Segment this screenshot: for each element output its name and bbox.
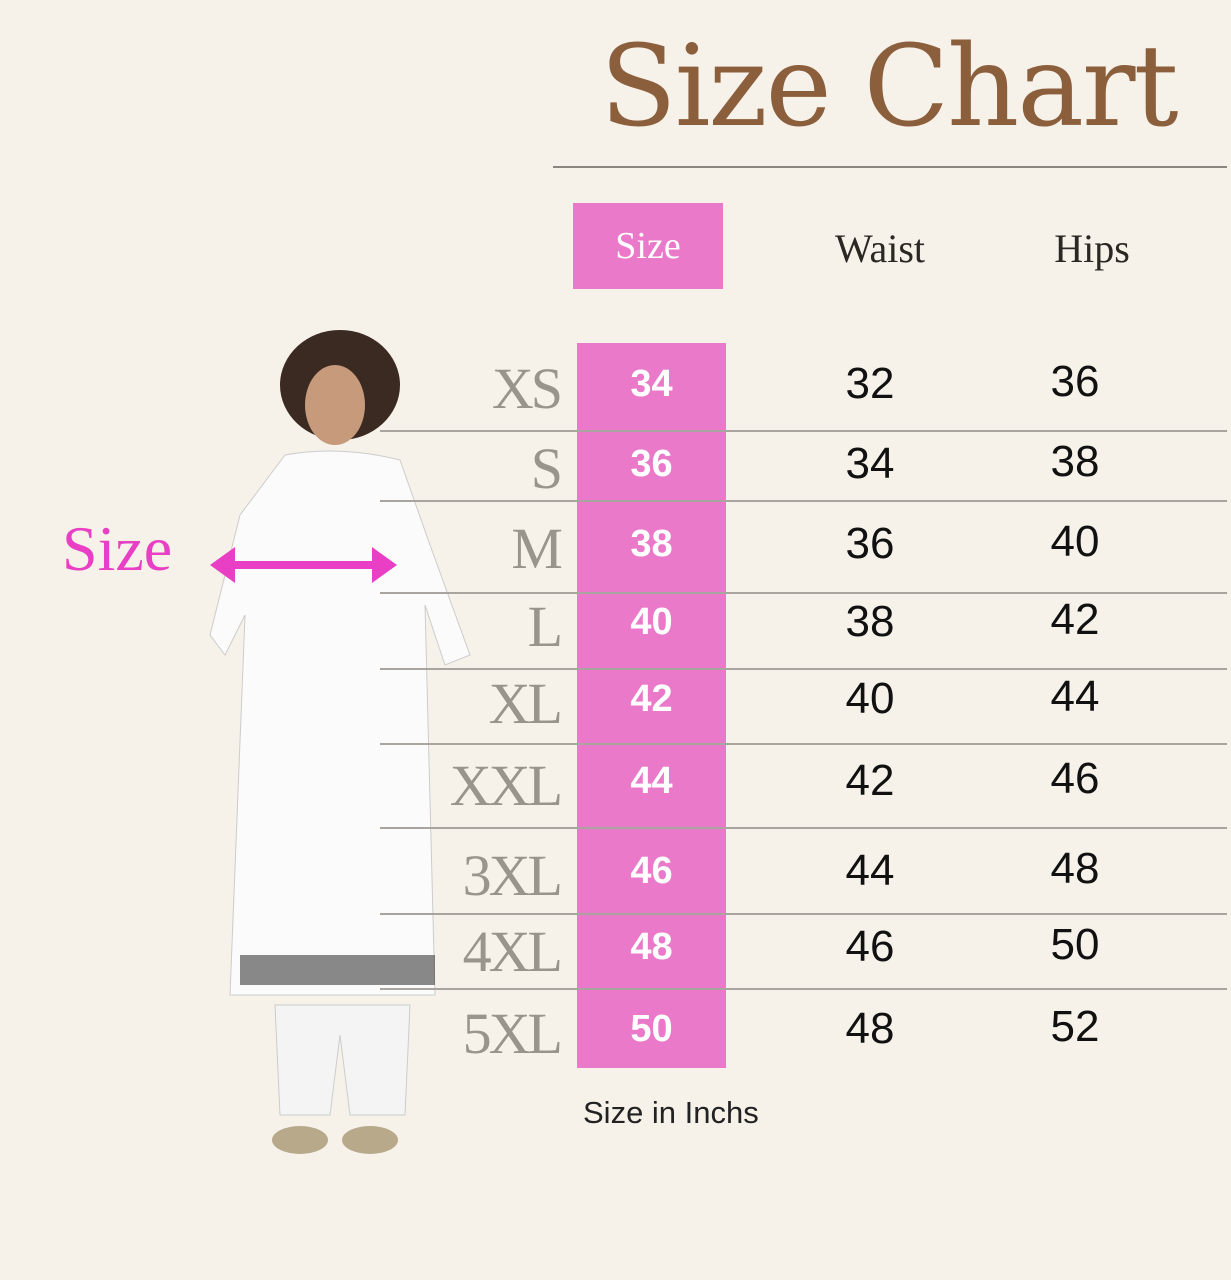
bust-size: 44 [630,760,673,802]
row-divider [380,430,1227,432]
bust-size: 34 [630,363,673,405]
header-hips: Hips [1054,226,1130,271]
row-divider [380,668,1227,670]
waist-value: 42 [845,756,895,805]
size-label: XL [488,671,563,736]
size-arrow-icon [210,547,397,583]
size-label: 3XL [462,843,563,908]
waist-value: 46 [845,922,895,971]
model-photo [209,330,471,1154]
size-label: L [527,594,563,659]
row-divider [380,988,1227,990]
bust-size: 46 [630,850,673,892]
row-divider [380,500,1227,502]
bust-size: 48 [630,926,673,968]
hips-value: 50 [1050,920,1100,969]
size-label: 5XL [462,1001,563,1066]
hips-value: 36 [1050,357,1100,406]
bust-size: 42 [630,678,673,720]
waist-value: 48 [845,1004,895,1053]
bust-size: 40 [630,601,673,643]
row-divider [380,913,1227,915]
hips-value: 48 [1050,844,1100,893]
size-label: 4XL [462,919,563,984]
row-divider [380,592,1227,594]
header-waist: Waist [834,226,926,271]
row-divider [380,743,1227,745]
waist-value: 36 [845,519,895,568]
waist-value: 44 [845,846,895,895]
bust-size: 38 [630,523,673,565]
size-column-highlight [577,343,726,1068]
footnote: Size in Inchs [583,1095,759,1130]
hips-value: 40 [1050,517,1100,566]
page-title: Size Chart [600,22,1179,152]
size-label: XS [491,356,563,421]
size-label: M [511,516,563,581]
row-divider [380,827,1227,829]
bust-size: 36 [630,443,673,485]
waist-value: 40 [845,674,895,723]
size-label: S [530,436,563,501]
hips-value: 46 [1050,754,1100,803]
waist-value: 38 [845,597,895,646]
size-label: XXL [449,753,563,818]
hips-value: 52 [1050,1002,1100,1051]
measure-label: Size [62,513,173,584]
header-size: Size [573,203,723,289]
hips-value: 44 [1050,672,1100,721]
hips-value: 42 [1050,595,1100,644]
bust-size: 50 [630,1008,673,1050]
waist-value: 32 [845,359,895,408]
hips-value: 38 [1050,437,1100,486]
waist-value: 34 [845,439,895,488]
title-divider [553,166,1227,168]
